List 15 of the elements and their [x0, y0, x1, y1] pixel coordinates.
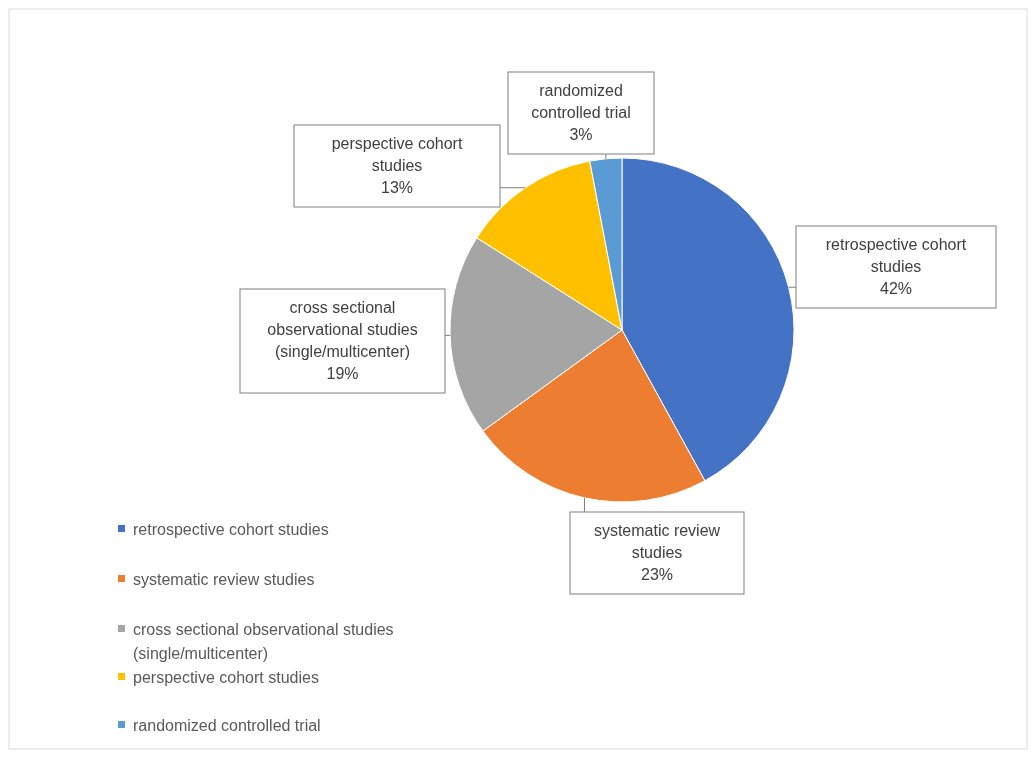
- data-label: 3%: [569, 126, 593, 143]
- legend-label: randomized controlled trial: [133, 717, 321, 734]
- data-label: 19%: [326, 365, 359, 382]
- legend-label: perspective cohort studies: [133, 669, 319, 686]
- slice-label: systematic review studies: [593, 522, 721, 561]
- data-label: 23%: [640, 566, 674, 583]
- slice-label: cross sectional observational studies (single/multicenter): [267, 299, 418, 360]
- slice-label: perspective cohort studies: [331, 135, 463, 174]
- legend-label: cross sectional observational studies (single/multicenter): [133, 621, 394, 662]
- slice-label: retrospective cohort studies: [825, 236, 967, 275]
- slice-label: randomized controlled trial: [531, 82, 631, 121]
- legend-label: retrospective cohort studies: [133, 521, 329, 538]
- data-label: 42%: [879, 280, 913, 297]
- legend-label: systematic review studies: [133, 571, 315, 588]
- data-label: 13%: [380, 179, 414, 196]
